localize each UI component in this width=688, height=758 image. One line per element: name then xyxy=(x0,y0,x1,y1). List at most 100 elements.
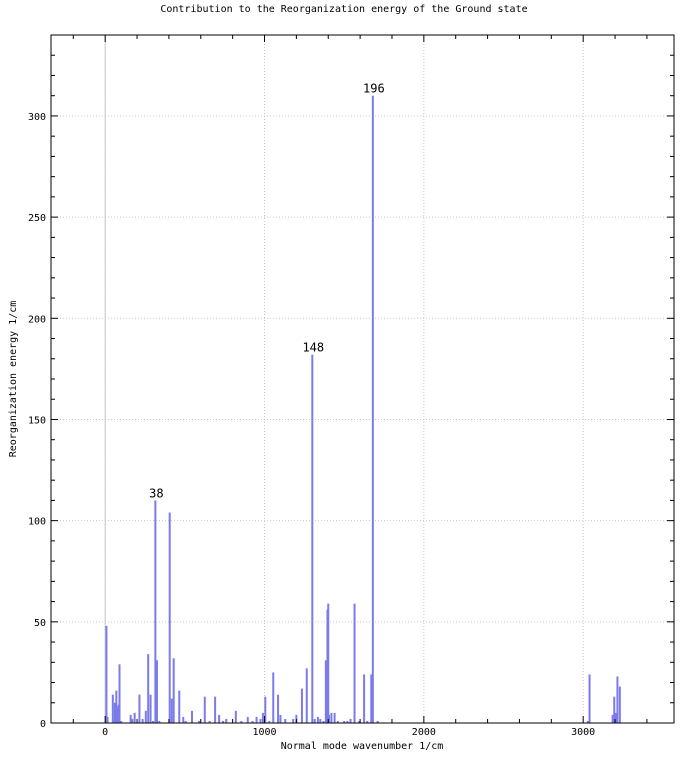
bar xyxy=(116,706,119,723)
bar xyxy=(141,718,144,723)
bar xyxy=(154,500,157,723)
bar xyxy=(343,720,346,723)
bar xyxy=(144,710,147,723)
bar xyxy=(118,664,121,723)
bar xyxy=(214,696,217,723)
y-tick-label: 200 xyxy=(28,314,46,325)
bar xyxy=(613,696,616,723)
bar xyxy=(138,694,141,723)
bar xyxy=(328,714,331,723)
bar xyxy=(105,625,108,723)
bar xyxy=(113,702,116,723)
bar xyxy=(261,712,264,723)
bar xyxy=(222,720,225,723)
bar xyxy=(277,694,280,723)
grid xyxy=(51,35,674,723)
bar xyxy=(586,720,589,723)
bar xyxy=(120,720,123,723)
bar xyxy=(300,688,303,723)
bar xyxy=(155,660,158,723)
bar xyxy=(255,716,258,723)
bar xyxy=(353,603,356,723)
y-tick-label: 100 xyxy=(28,517,46,528)
bar xyxy=(363,674,366,723)
bar xyxy=(588,674,591,723)
x-tick-label: 2000 xyxy=(412,727,436,738)
bar xyxy=(292,718,295,723)
bar xyxy=(259,718,262,723)
bar xyxy=(358,720,361,723)
bar xyxy=(198,720,201,723)
bar xyxy=(311,354,314,723)
bar xyxy=(376,720,379,723)
ticks xyxy=(51,34,674,724)
y-tick-label: 250 xyxy=(28,213,46,224)
bar xyxy=(316,716,319,723)
bar xyxy=(333,712,336,723)
bar xyxy=(327,603,330,723)
bar xyxy=(336,720,339,723)
bar xyxy=(616,676,619,723)
bar xyxy=(191,710,194,723)
bar xyxy=(225,718,228,723)
bar xyxy=(305,668,308,723)
x-axis-label: Normal mode wavenumber 1/cm xyxy=(281,741,444,752)
bar xyxy=(172,658,175,723)
bar xyxy=(203,696,206,723)
bar xyxy=(182,716,185,723)
bar xyxy=(366,720,369,723)
bar xyxy=(106,716,109,723)
bar xyxy=(618,686,621,723)
bar xyxy=(240,720,243,723)
bar xyxy=(149,694,152,723)
peak-label: 38 xyxy=(149,486,163,500)
bar xyxy=(246,716,249,723)
annotations: 38 148 196 xyxy=(149,82,385,501)
x-tick-label: 0 xyxy=(102,727,108,738)
bar xyxy=(371,95,374,724)
bar xyxy=(170,698,173,723)
bar xyxy=(346,720,349,723)
bar xyxy=(251,720,254,723)
peak-label: 148 xyxy=(302,341,324,355)
chart-title: Contribution to the Reorganization energ… xyxy=(160,4,527,15)
bar xyxy=(284,718,287,723)
bar xyxy=(313,718,316,723)
bar xyxy=(184,720,187,723)
bar xyxy=(272,672,275,723)
bar xyxy=(330,712,333,723)
bar xyxy=(129,714,132,723)
x-tick-label: 3000 xyxy=(571,727,595,738)
bar xyxy=(319,718,322,723)
plot-frame xyxy=(50,34,675,724)
bar xyxy=(349,718,352,723)
bar xyxy=(131,718,134,723)
y-axis-label: Reorganization energy 1/cm xyxy=(8,301,19,458)
bar xyxy=(158,720,161,723)
y-tick-label: 150 xyxy=(28,415,46,426)
bar xyxy=(178,690,181,723)
tick-labels: 0 1000 2000 3000 0 50 100 150 200 250 300 xyxy=(28,112,595,738)
y-tick-label: 300 xyxy=(28,112,46,123)
bar xyxy=(370,674,373,723)
bar xyxy=(614,712,617,723)
bar xyxy=(111,694,114,723)
bar xyxy=(218,714,221,723)
bar xyxy=(208,720,211,723)
bar xyxy=(324,660,327,723)
bar xyxy=(322,720,325,723)
bar xyxy=(151,720,154,723)
bars xyxy=(105,95,621,724)
bar xyxy=(234,710,237,723)
bar xyxy=(147,654,150,723)
x-tick-label: 1000 xyxy=(252,727,276,738)
y-tick-label: 50 xyxy=(34,618,46,629)
bar xyxy=(268,720,271,723)
y-tick-label: 0 xyxy=(40,719,46,730)
bar xyxy=(279,714,282,723)
bar xyxy=(264,696,267,723)
bar xyxy=(133,712,136,723)
bar xyxy=(611,714,614,723)
bar xyxy=(295,714,298,723)
